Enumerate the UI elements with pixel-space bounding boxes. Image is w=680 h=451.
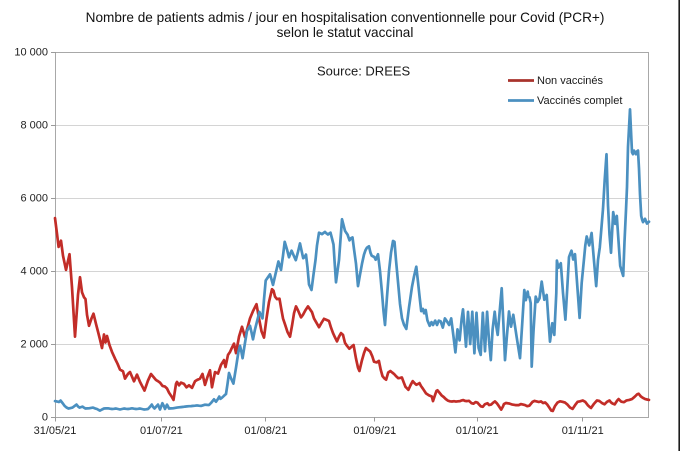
svg-text:Source: DREES: Source: DREES	[317, 64, 411, 79]
svg-text:8 000: 8 000	[20, 120, 48, 132]
svg-text:01/08/21: 01/08/21	[244, 425, 287, 437]
svg-text:01/11/21: 01/11/21	[562, 425, 604, 437]
svg-text:31/05/21: 31/05/21	[34, 425, 77, 437]
svg-text:Non vaccinés: Non vaccinés	[537, 75, 604, 87]
svg-text:01/10/21: 01/10/21	[456, 425, 499, 437]
svg-text:0: 0	[42, 412, 48, 424]
svg-text:6 000: 6 000	[20, 193, 48, 205]
svg-text:4 000: 4 000	[20, 266, 48, 278]
svg-text:Vaccinés complet: Vaccinés complet	[537, 95, 622, 107]
svg-text:10 000: 10 000	[14, 47, 48, 59]
svg-text:01/07/21: 01/07/21	[140, 425, 183, 437]
svg-text:selon le statut vaccinal: selon le statut vaccinal	[277, 25, 414, 40]
svg-text:01/09/21: 01/09/21	[353, 425, 396, 437]
svg-text:Nombre de patients admis / jou: Nombre de patients admis / jour en hospi…	[86, 10, 605, 25]
svg-text:2 000: 2 000	[20, 339, 48, 351]
